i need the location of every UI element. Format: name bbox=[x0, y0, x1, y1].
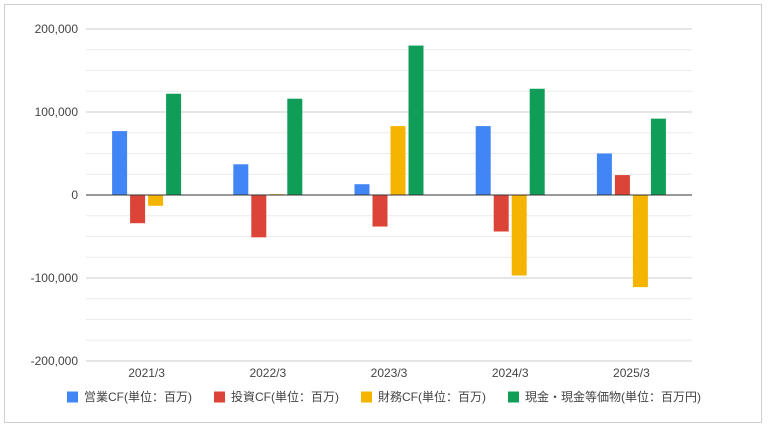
bar bbox=[251, 195, 267, 238]
legend-label: 現金・現金等価物(単位：百万円) bbox=[525, 389, 701, 404]
legend: 営業CF(単位：百万) 投資CF(単位：百万) 財務CF(単位：百万) 現金・現金等価… bbox=[67, 389, 701, 404]
legend-label: 投資CF(単位：百万) bbox=[231, 389, 339, 404]
bar bbox=[408, 45, 424, 195]
bar bbox=[148, 195, 164, 206]
gridlines bbox=[86, 28, 692, 362]
legend-label: 営業CF(単位：百万) bbox=[84, 389, 192, 404]
bar bbox=[475, 126, 491, 195]
legend-label: 財務CF(単位：百万) bbox=[378, 389, 486, 404]
x-tick-label: 2025/3 bbox=[613, 366, 650, 380]
bar bbox=[372, 195, 388, 227]
bar bbox=[130, 195, 146, 224]
legend-swatch bbox=[214, 391, 225, 403]
bar bbox=[166, 93, 182, 195]
axes: 200,000 100,000 0 -100,000 -200,000 2021/3 202… bbox=[31, 22, 692, 380]
bar bbox=[287, 98, 303, 195]
bar bbox=[493, 195, 509, 232]
bar bbox=[354, 184, 370, 195]
x-tick-label: 2023/3 bbox=[371, 366, 408, 380]
bar bbox=[529, 88, 545, 195]
bar bbox=[233, 164, 249, 195]
y-tick-label: 0 bbox=[71, 188, 78, 202]
y-tick-label: -100,000 bbox=[31, 271, 79, 285]
y-tick-label: -200,000 bbox=[31, 354, 79, 368]
bar bbox=[614, 175, 630, 195]
legend-swatch bbox=[508, 391, 519, 403]
x-tick-label: 2021/3 bbox=[128, 366, 165, 380]
x-tick-label: 2024/3 bbox=[492, 366, 529, 380]
legend-swatch bbox=[361, 391, 372, 403]
bar bbox=[112, 131, 128, 195]
x-tick-label: 2022/3 bbox=[249, 366, 286, 380]
legend-swatch bbox=[67, 391, 78, 403]
bar bbox=[632, 195, 648, 288]
bar bbox=[511, 195, 527, 276]
bar bbox=[390, 126, 406, 195]
y-tick-label: 200,000 bbox=[35, 22, 79, 36]
y-tick-label: 100,000 bbox=[35, 105, 79, 119]
bars bbox=[112, 45, 666, 288]
bar bbox=[650, 118, 666, 195]
bar bbox=[596, 153, 612, 195]
